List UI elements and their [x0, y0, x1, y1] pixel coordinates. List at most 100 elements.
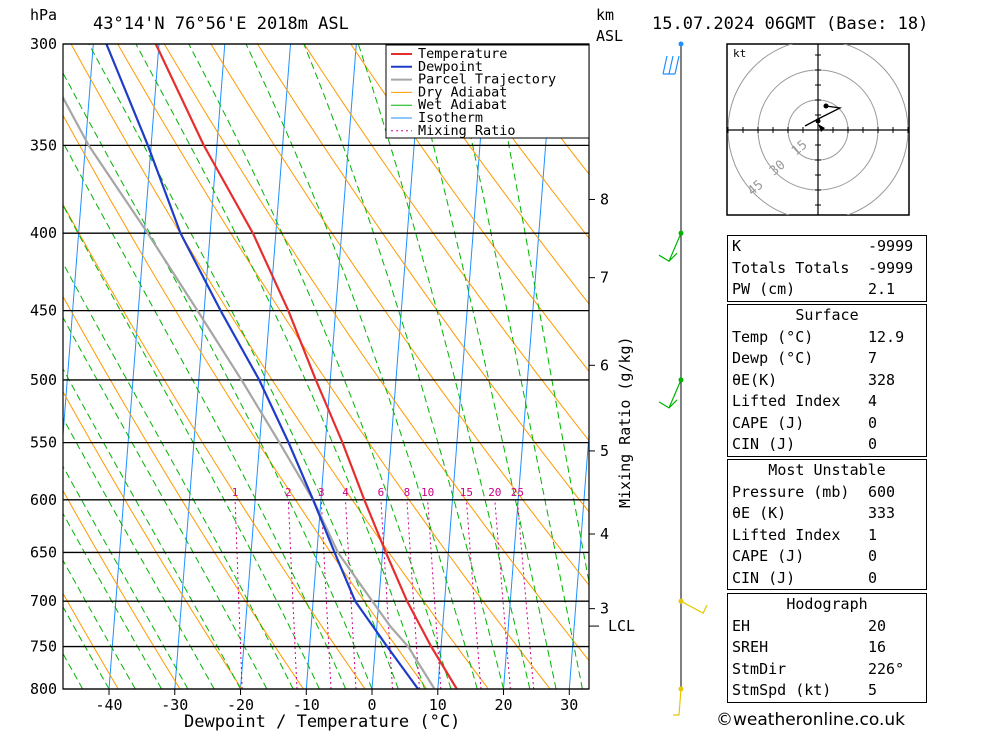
- dry-adiabat-line: [63, 489, 181, 689]
- panel-row-label: Lifted Index: [732, 392, 841, 410]
- wet-adiabat-line: [63, 465, 189, 689]
- legend-entry: Wet Adiabat: [418, 97, 507, 113]
- x-tick-label: 30: [560, 696, 578, 714]
- dry-adiabat-line: [350, 44, 589, 373]
- isotherm-line: [503, 44, 554, 689]
- wind-barb: [658, 379, 682, 409]
- wet-adiabat-line: [135, 44, 426, 689]
- km-tick-label: 7: [600, 269, 609, 287]
- x-tick-label: -10: [293, 696, 320, 714]
- most-unstable-panel: Most Unstable Pressure (mb) 600 θE (K) 333 Li…: [727, 459, 927, 590]
- x-tick-label: 0: [368, 696, 377, 714]
- panel-row: Temp (°C) 12.9: [728, 327, 926, 349]
- mixing-ratio-label: 25: [511, 486, 524, 499]
- lcl-label: LCL: [608, 617, 635, 635]
- panel-row-label: CIN (J): [732, 568, 796, 587]
- panel-row-value: 1: [868, 525, 878, 544]
- wet-adiabat-line: [63, 417, 215, 689]
- mixing-ratio-line: [494, 499, 511, 689]
- panel-row-value: 20: [868, 616, 887, 635]
- wet-adiabat-line: [357, 44, 531, 689]
- mixing-ratio-label: 10: [421, 486, 434, 499]
- panel-row: EH 20: [728, 616, 926, 638]
- datetime-title: 15.07.2024 06GMT (Base: 18): [652, 14, 928, 34]
- panel-row-label: Lifted Index: [732, 525, 841, 544]
- km-tick-label: 5: [600, 442, 609, 460]
- panel-row-label: SREH: [732, 638, 769, 656]
- panel-row-value: 333: [868, 504, 896, 522]
- panel-row-value: 0: [868, 435, 878, 453]
- legend-entry: Temperature: [418, 46, 507, 62]
- wet-adiabat-line: [63, 605, 110, 689]
- panel-row-label: CIN (J): [732, 435, 796, 453]
- pressure-tick-label: 350: [30, 136, 57, 154]
- km-unit-label: km: [596, 6, 614, 24]
- panel-row-label: PW (cm): [732, 280, 796, 298]
- panel-row: Lifted Index 1: [728, 525, 926, 547]
- panel-row-value: 7: [868, 349, 878, 367]
- panel-row-label: Pressure (mb): [732, 482, 850, 501]
- panel-row: CAPE (J) 0: [728, 546, 926, 568]
- panel-row: StmSpd (kt) 5: [728, 680, 926, 702]
- mixing-ratio-label: 2: [285, 486, 292, 499]
- panel-row: Pressure (mb) 600: [728, 482, 926, 504]
- pressure-tick-label: 500: [30, 371, 57, 389]
- panel-row-label: Totals Totals: [732, 258, 850, 277]
- panel-row: K -9999: [728, 236, 926, 258]
- km-tick-label: 6: [600, 356, 609, 374]
- dry-adiabat-line: [396, 44, 589, 305]
- panel-row: CAPE (J) 0: [728, 413, 926, 435]
- legend-entry: Isotherm: [418, 110, 483, 126]
- pressure-tick-label: 800: [30, 680, 57, 698]
- panel-row: Totals Totals -9999: [728, 258, 926, 280]
- isotherm-line: [240, 44, 291, 689]
- mixing-ratio-line: [345, 499, 357, 689]
- panel-row-label: StmDir: [732, 659, 787, 678]
- isotherm-line: [305, 44, 357, 689]
- isotherm-line: [635, 44, 685, 689]
- panel-row-label: K: [732, 237, 742, 255]
- panel-row-value: 4: [868, 392, 878, 410]
- legend-entry: Dry Adiabat: [418, 84, 507, 100]
- dry-adiabat-line: [63, 592, 119, 689]
- isotherm-line: [0, 44, 28, 689]
- km-tick-label: 3: [600, 600, 609, 618]
- panel-row: θE (K) 333: [728, 503, 926, 525]
- mixing-ratio-label: 20: [488, 486, 501, 499]
- credit-text: ©weatheronline.co.uk: [716, 710, 906, 730]
- hodograph-trace: [804, 105, 843, 127]
- x-tick-label: 10: [429, 696, 447, 714]
- wind-barb: [662, 55, 680, 75]
- km-tick-label: 4: [600, 525, 609, 543]
- mixing-ratio-label: 4: [342, 486, 349, 499]
- panel-row-value: 0: [868, 568, 878, 587]
- hpa-unit-label: hPa: [30, 6, 57, 24]
- panel-row: Dewp (°C) 7: [728, 348, 926, 370]
- pressure-tick-label: 650: [30, 543, 57, 561]
- panel-row-value: 0: [868, 547, 878, 565]
- wet-adiabat-line: [406, 44, 557, 689]
- plot-frame: [62, 43, 590, 690]
- isotherm-line: [63, 44, 94, 442]
- hodograph-stats-panel: Hodograph EH 20 SREH 16 StmDir 226° StmSpd (kt)…: [727, 593, 927, 703]
- panel-row-value: -9999: [868, 237, 914, 255]
- wind-barb-dot: [678, 41, 684, 47]
- legend-entry: Parcel Trajectory: [418, 72, 556, 88]
- panel-row-label: EH: [732, 616, 751, 635]
- mixing-ratio-label: 15: [460, 486, 473, 499]
- wet-adiabat-line: [63, 559, 136, 689]
- panel-row-label: Dewp (°C): [732, 349, 814, 367]
- pressure-tick-label: 700: [30, 592, 57, 610]
- panel-row: Lifted Index 4: [728, 391, 926, 413]
- panel-row: CIN (J) 0: [728, 434, 926, 456]
- dewpoint-line: [105, 44, 419, 689]
- mixing-ratio-labels: 1 2 3 4 6 8 10 15 20 25: [232, 486, 524, 499]
- panel-row-value: 5: [868, 681, 878, 699]
- panel-row-value: -9999: [868, 258, 914, 277]
- hodograph-point: [815, 118, 821, 124]
- panel-row: StmDir 226°: [728, 659, 926, 681]
- wet-adiabat-line: [63, 512, 163, 689]
- legend-entry: Dewpoint: [418, 59, 483, 75]
